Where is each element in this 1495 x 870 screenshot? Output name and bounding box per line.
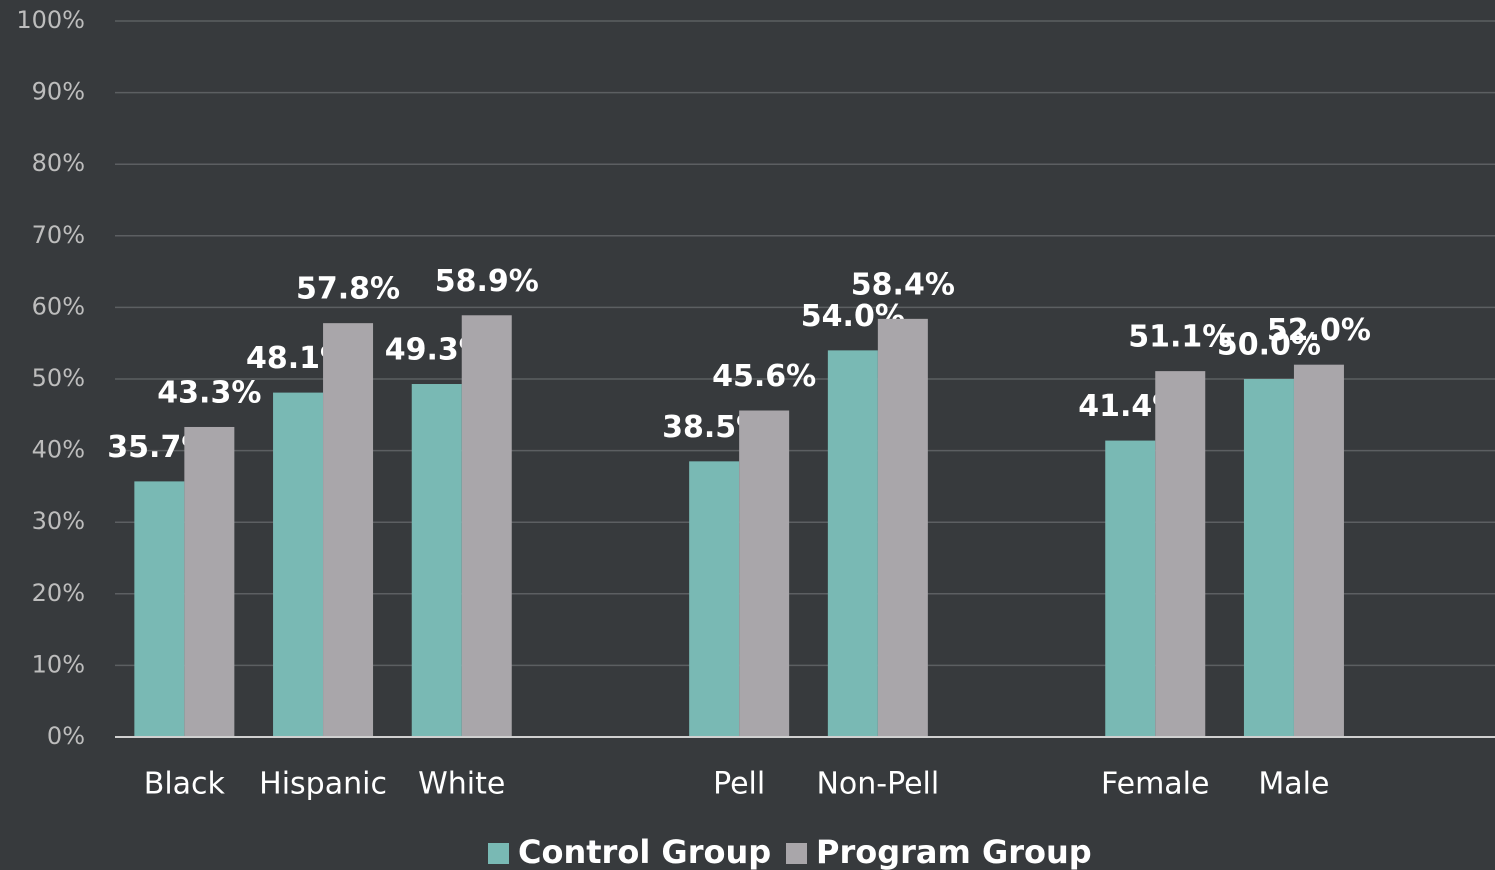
bar bbox=[689, 461, 740, 737]
bar bbox=[323, 323, 374, 737]
x-tick-label: Female bbox=[1101, 767, 1209, 802]
bar bbox=[461, 315, 512, 737]
value-label: 51.1% bbox=[1128, 320, 1232, 355]
x-tick-label: Hispanic bbox=[259, 767, 387, 802]
x-tick-label: Non-Pell bbox=[816, 767, 939, 802]
legend-label: Control Group bbox=[518, 833, 771, 870]
bar bbox=[1243, 379, 1294, 737]
bar bbox=[184, 426, 235, 737]
value-label: 57.8% bbox=[296, 272, 400, 307]
y-tick-label: 0% bbox=[47, 722, 85, 750]
bar bbox=[1155, 371, 1206, 737]
y-tick-label: 90% bbox=[32, 78, 85, 106]
y-tick-label: 100% bbox=[16, 6, 85, 34]
y-tick-label: 60% bbox=[32, 292, 85, 320]
y-tick-label: 20% bbox=[32, 579, 85, 607]
value-label: 45.6% bbox=[712, 359, 816, 394]
y-tick-label: 40% bbox=[32, 436, 85, 464]
value-label: 58.9% bbox=[435, 264, 539, 299]
x-tick-label: Male bbox=[1258, 767, 1329, 802]
bar bbox=[134, 481, 185, 737]
bar bbox=[1293, 364, 1344, 737]
x-tick-label: White bbox=[418, 767, 505, 802]
bar bbox=[1105, 440, 1156, 737]
y-tick-label: 80% bbox=[32, 149, 85, 177]
bar bbox=[739, 410, 790, 737]
value-label: 52.0% bbox=[1267, 313, 1371, 348]
bar bbox=[411, 384, 462, 737]
bar bbox=[877, 318, 928, 737]
x-tick-label: Pell bbox=[713, 767, 765, 802]
legend-swatch bbox=[786, 843, 807, 864]
value-label: 43.3% bbox=[157, 375, 261, 410]
x-tick-label: Black bbox=[144, 767, 226, 802]
y-tick-label: 10% bbox=[32, 650, 85, 678]
y-tick-label: 50% bbox=[32, 364, 85, 392]
bar bbox=[827, 350, 878, 737]
legend-swatch bbox=[488, 843, 509, 864]
y-tick-label: 30% bbox=[32, 507, 85, 535]
y-tick-label: 70% bbox=[32, 221, 85, 249]
legend-label: Program Group bbox=[816, 833, 1092, 870]
value-label: 50.0% bbox=[1217, 328, 1321, 363]
value-label: 58.4% bbox=[851, 267, 955, 302]
bar bbox=[273, 392, 324, 737]
